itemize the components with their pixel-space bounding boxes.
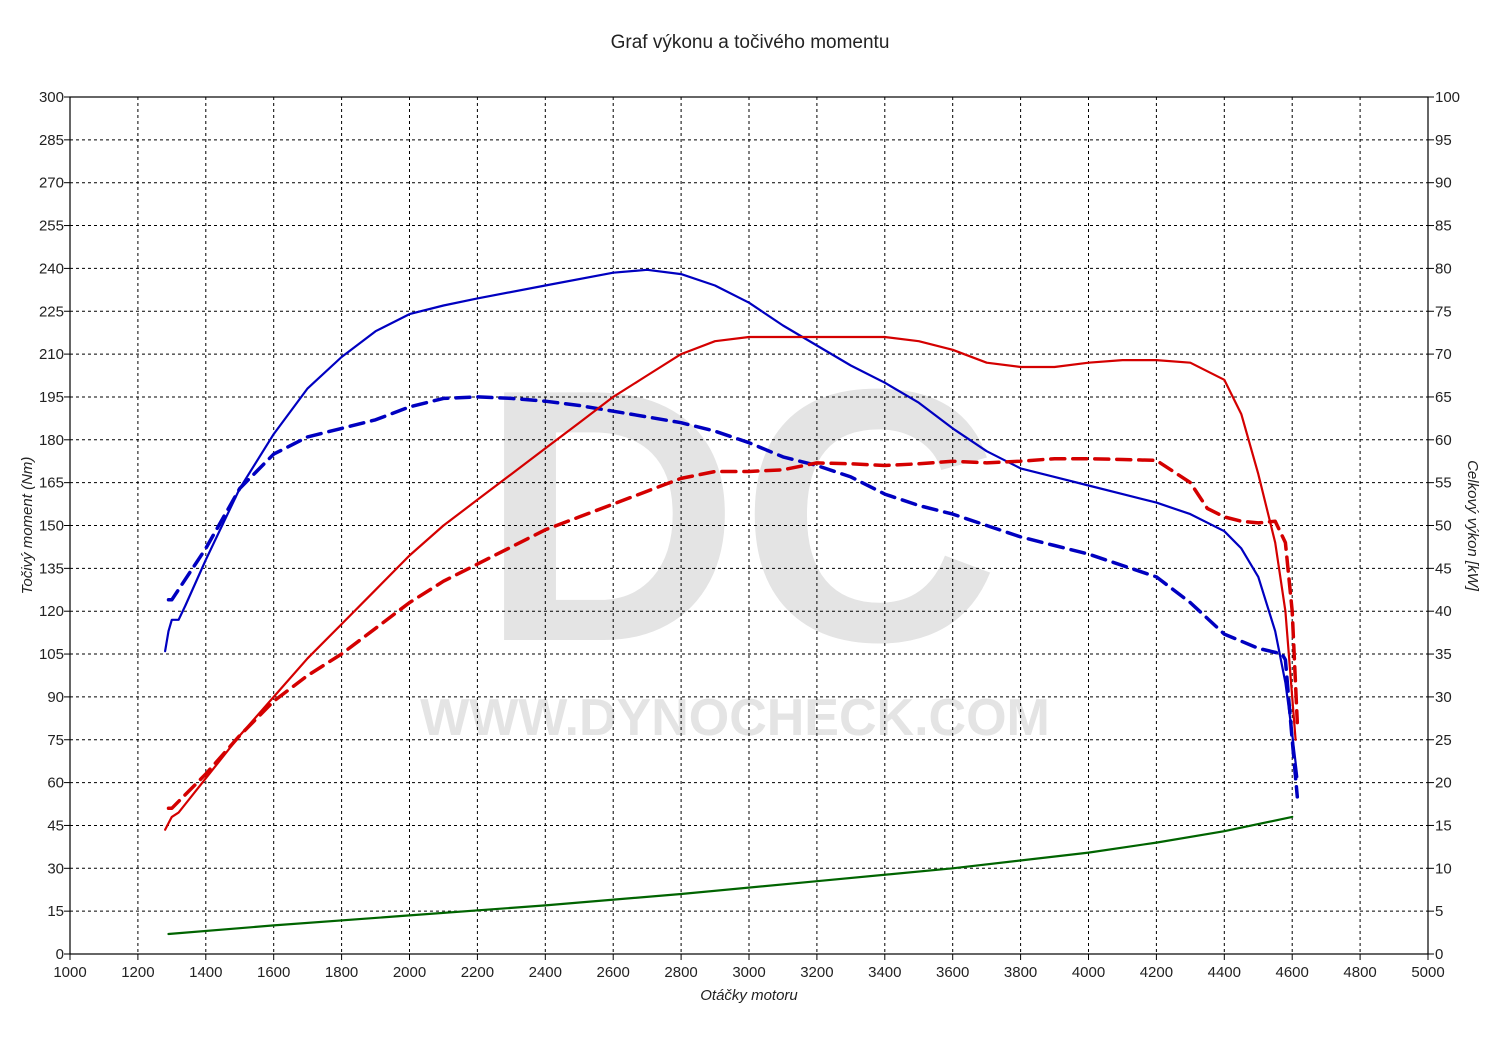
y-left-tick-label: 285: [39, 132, 64, 149]
y-right-tick-label: 100: [1435, 89, 1460, 106]
chart-title: Graf výkonu a točivého momentu: [610, 32, 890, 53]
y-left-tick-label: 150: [39, 518, 64, 535]
x-tick-label: 2000: [393, 964, 426, 981]
x-tick-label: 3000: [732, 964, 765, 981]
series-layer: [164, 268, 1300, 936]
y-right-tick-label: 75: [1435, 303, 1452, 320]
x-tick-label: 4200: [1140, 964, 1173, 981]
y-right-tick-label: 45: [1435, 560, 1452, 577]
x-tick-label: 2400: [529, 964, 562, 981]
y-left-tick-label: 165: [39, 475, 64, 492]
y-right-tick-label: 90: [1435, 175, 1452, 192]
y-right-tick-label: 5: [1435, 903, 1443, 920]
x-tick-label: 1800: [325, 964, 358, 981]
x-tick-label: 3400: [868, 964, 901, 981]
y-right-tick-label: 0: [1435, 946, 1443, 963]
y-right-tick-label: 10: [1435, 860, 1452, 877]
y-right-tick-label: 60: [1435, 432, 1452, 449]
x-tick-label: 4000: [1072, 964, 1105, 981]
x-tick-label: 1200: [121, 964, 154, 981]
y-left-tick-label: 270: [39, 175, 64, 192]
x-tick-label: 4400: [1208, 964, 1241, 981]
x-tick-label: 2200: [461, 964, 494, 981]
x-tick-label: 2800: [664, 964, 697, 981]
y-right-tick-label: 85: [1435, 218, 1452, 235]
watermark-url: WWW.DYNOCHECK.COM: [420, 689, 1050, 747]
axes: 1000 1200 1400 1600 1800 2000 2200 2400 2600 2800…: [19, 89, 1481, 1004]
x-tick-label: 5000: [1411, 964, 1444, 981]
y-left-tick-label: 0: [56, 946, 64, 963]
series-line-1: [164, 268, 1299, 778]
y-left-tick-label: 195: [39, 389, 64, 406]
y-left-tick-label: 120: [39, 603, 64, 620]
x-axis-label: Otáčky motoru: [700, 987, 798, 1004]
x-tick-label: 3600: [936, 964, 969, 981]
y-right-tick-label: 20: [1435, 775, 1452, 792]
x-tick-label: 1600: [257, 964, 290, 981]
y-right-tick-label: 50: [1435, 518, 1452, 535]
y-left-tick-label: 300: [39, 89, 64, 106]
y-right-tick-label: 25: [1435, 732, 1452, 749]
y-right-tick-label: 35: [1435, 646, 1452, 663]
x-tick-label: 2600: [597, 964, 630, 981]
y-left-tick-label: 15: [47, 903, 64, 920]
grid: [70, 97, 1428, 954]
y-right-tick-label: 95: [1435, 132, 1452, 149]
y-left-tick-label: 75: [47, 732, 64, 749]
x-tick-label: 4600: [1276, 964, 1309, 981]
y-left-axis-label: Točivý moment (Nm): [19, 457, 36, 595]
series-line-5: [167, 815, 1294, 936]
x-tick-label: 1400: [189, 964, 222, 981]
y-right-tick-label: 55: [1435, 475, 1452, 492]
y-left-tick-label: 210: [39, 346, 64, 363]
y-right-tick-label: 30: [1435, 689, 1452, 706]
x-tick-label: 1000: [53, 964, 86, 981]
y-left-tick-label: 105: [39, 646, 64, 663]
y-left-tick-label: 180: [39, 432, 64, 449]
series-line-4: [166, 456, 1300, 811]
y-left-tick-label: 30: [47, 860, 64, 877]
y-left-tick-label: 90: [47, 689, 64, 706]
y-left-tick-label: 225: [39, 303, 64, 320]
y-left-tick-label: 45: [47, 817, 64, 834]
y-left-tick-label: 135: [39, 560, 64, 577]
y-right-tick-label: 15: [1435, 817, 1452, 834]
x-tick-label: 3200: [800, 964, 833, 981]
series-line-2: [166, 395, 1300, 799]
y-left-tick-label: 255: [39, 218, 64, 235]
y-right-tick-label: 65: [1435, 389, 1452, 406]
x-tick-label: 4800: [1343, 964, 1376, 981]
y-right-tick-label: 80: [1435, 260, 1452, 277]
series-line-3: [164, 335, 1297, 831]
y-left-tick-label: 240: [39, 260, 64, 277]
watermark-logo: DC: [480, 315, 1000, 717]
y-right-tick-label: 40: [1435, 603, 1452, 620]
y-left-tick-label: 60: [47, 775, 64, 792]
x-tick-label: 3800: [1004, 964, 1037, 981]
y-right-tick-label: 70: [1435, 346, 1452, 363]
y-right-axis-label: Celkový výkon [kW]: [1464, 460, 1481, 592]
